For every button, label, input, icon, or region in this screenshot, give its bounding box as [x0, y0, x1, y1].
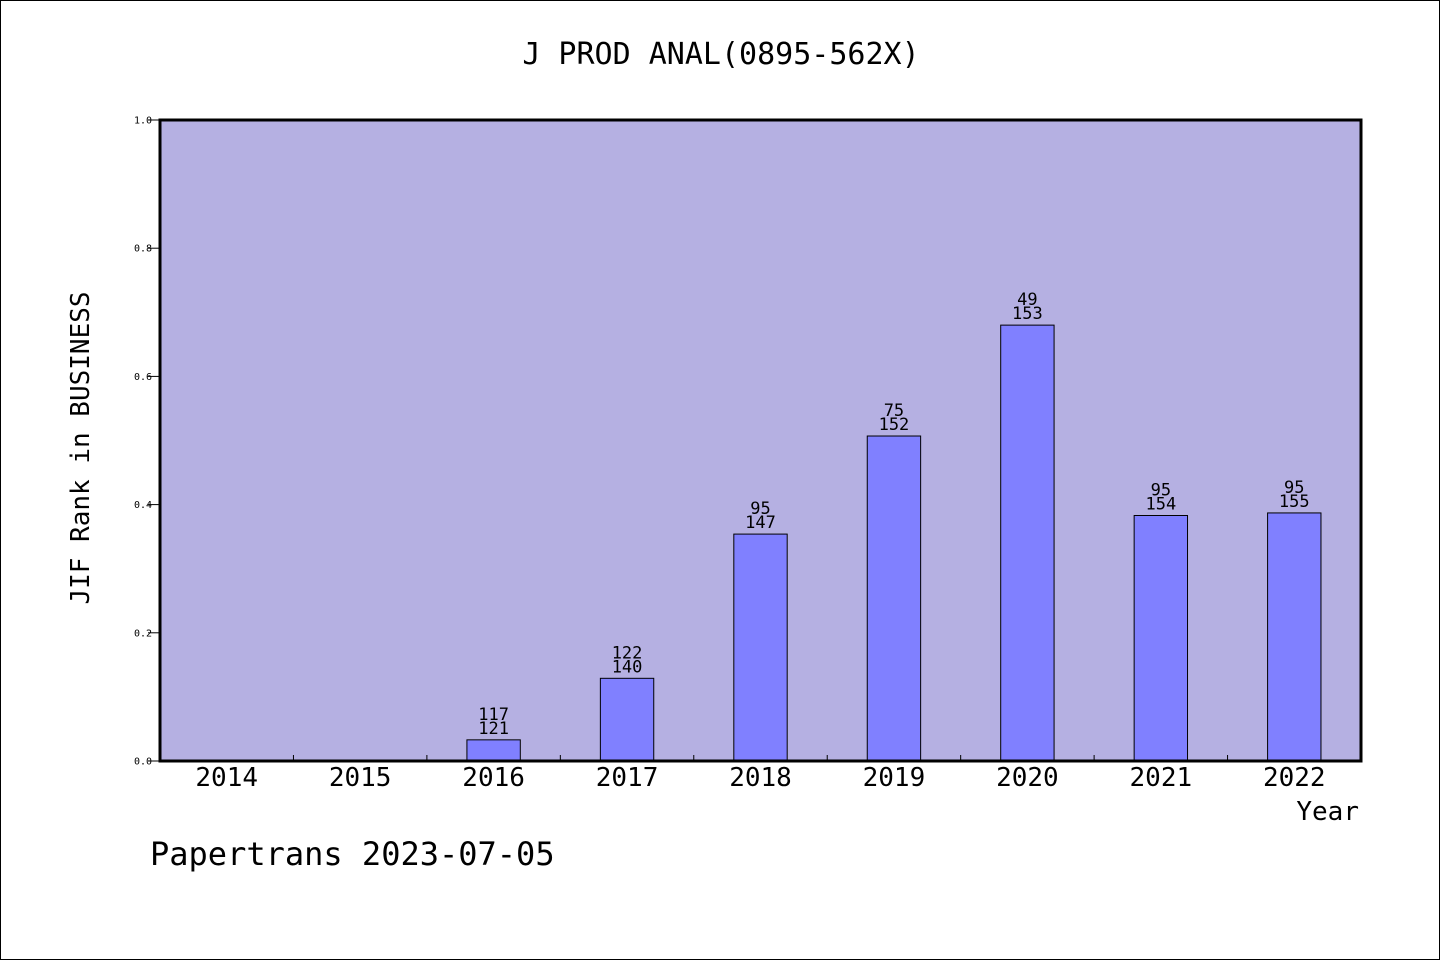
- plot-border: [158, 118, 1363, 763]
- bar: [1000, 324, 1055, 762]
- bar-rank-label: 95: [1151, 480, 1171, 500]
- bar-rank-label: 95: [1284, 478, 1304, 498]
- y-tick-label: 0.6: [134, 372, 152, 383]
- bar: [466, 739, 521, 762]
- bar-rank-label: 117: [478, 705, 509, 725]
- x-tick-label: 2020: [996, 763, 1059, 793]
- x-tick-label: 2017: [596, 763, 659, 793]
- bar-rank-label: 49: [1017, 290, 1037, 310]
- x-tick-label: 2016: [462, 763, 525, 793]
- x-tick-label: 2022: [1263, 763, 1326, 793]
- y-tick-label: 0.0: [134, 757, 152, 768]
- footer-credit: Papertrans 2023-07-05: [150, 835, 555, 873]
- bar-rank-label: 122: [612, 643, 643, 663]
- bar: [866, 435, 922, 762]
- x-axis-label: Year: [1296, 797, 1359, 827]
- bar-rank-label: 75: [884, 401, 904, 421]
- y-tick-label: 1.0: [134, 116, 152, 127]
- bar-total-label: 140: [612, 657, 643, 677]
- chart-title: J PROD ANAL(0895-562X): [522, 37, 920, 72]
- y-tick-label: 0.2: [134, 628, 152, 639]
- bar-total-label: 154: [1145, 494, 1176, 514]
- x-tick-label: 2019: [863, 763, 926, 793]
- bar-total-label: 152: [879, 415, 910, 435]
- x-tick-label: 2021: [1130, 763, 1193, 793]
- bar-total-label: 147: [745, 513, 776, 533]
- bar: [1267, 512, 1322, 762]
- x-tick-label: 2015: [329, 763, 392, 793]
- y-tick-label: 0.4: [134, 500, 152, 511]
- bar-total-label: 153: [1012, 304, 1043, 324]
- y-tick-label: 0.8: [134, 244, 152, 255]
- bar-rank-label: 95: [750, 499, 770, 519]
- bar: [599, 677, 655, 762]
- bar: [1133, 514, 1189, 762]
- x-tick-label: 2018: [729, 763, 792, 793]
- bar-total-label: 155: [1279, 492, 1310, 512]
- bar-total-label: 121: [478, 719, 509, 739]
- x-tick-label: 2014: [195, 763, 258, 793]
- bar: [733, 533, 788, 762]
